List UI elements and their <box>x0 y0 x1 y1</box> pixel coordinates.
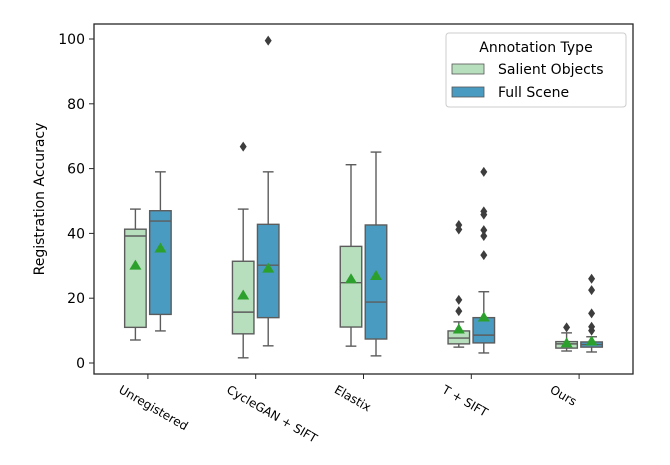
outlier-point <box>239 141 247 152</box>
outlier-point <box>455 306 463 317</box>
legend-swatch-salient-objects <box>451 63 485 75</box>
y-tick-label: 60 <box>67 162 85 178</box>
outlier-point <box>480 206 488 217</box>
y-tick-label: 80 <box>67 97 85 113</box>
box <box>148 210 172 316</box>
box-group <box>472 166 496 354</box>
x-tick-label: Unregistered <box>116 382 190 433</box>
outlier-point <box>588 321 596 332</box>
plot-area <box>123 35 604 359</box>
mean-marker <box>154 242 167 253</box>
outlier-point <box>480 225 488 236</box>
y-tick-label: 0 <box>76 356 85 372</box>
box-group <box>580 273 604 353</box>
box-group <box>364 151 388 357</box>
outlier-point <box>455 219 463 230</box>
x-tick-label: CycleGAN + SIFT <box>224 382 320 446</box>
legend-label-full-scene: Full Scene <box>498 85 569 101</box>
box <box>364 224 388 340</box>
mean-marker <box>477 311 490 322</box>
box-group <box>148 171 172 332</box>
legend-frame <box>445 32 627 108</box>
mean-marker <box>370 270 382 281</box>
box-group <box>231 141 255 359</box>
outlier-point <box>588 308 596 319</box>
legend-title: Annotation Type <box>479 40 592 56</box>
y-tick-label: 20 <box>67 291 85 307</box>
outlier-point <box>480 166 488 177</box>
x-tick-label: T + SIFT <box>439 382 491 420</box>
outlier-point <box>264 35 272 46</box>
mean-marker <box>129 259 142 270</box>
outlier-point <box>588 273 596 284</box>
box <box>123 228 147 329</box>
mean-marker <box>560 337 573 348</box>
legend: Annotation Type Salient Objects Full Sce… <box>445 32 627 108</box>
mean-marker <box>237 289 250 300</box>
box-group <box>447 219 471 348</box>
box-group <box>256 35 280 347</box>
x-axis: Unregistered CycleGAN + SIFT Elastix T + SI… <box>116 374 580 446</box>
legend-swatch-full-scene <box>451 86 485 98</box>
x-tick-label: Ours <box>548 382 579 408</box>
outlier-point <box>588 285 596 296</box>
box <box>339 245 363 328</box>
mean-marker <box>452 323 465 334</box>
outlier-point <box>480 250 488 261</box>
x-tick-label: Elastix <box>332 382 373 414</box>
mean-marker <box>262 262 275 273</box>
y-axis: 0 20 40 60 80 100 <box>58 32 94 372</box>
box-group <box>339 164 363 347</box>
y-axis-label: Registration Accuracy <box>32 123 48 276</box>
mean-marker <box>345 273 357 284</box>
box-group <box>555 322 579 352</box>
outlier-point <box>480 230 488 241</box>
legend-label-salient-objects: Salient Objects <box>498 62 604 78</box>
y-tick-label: 40 <box>67 226 85 242</box>
mean-marker <box>585 335 598 346</box>
box-group <box>123 208 147 341</box>
y-tick-label: 100 <box>58 32 85 48</box>
outlier-point <box>455 294 463 305</box>
outlier-point <box>563 322 571 333</box>
